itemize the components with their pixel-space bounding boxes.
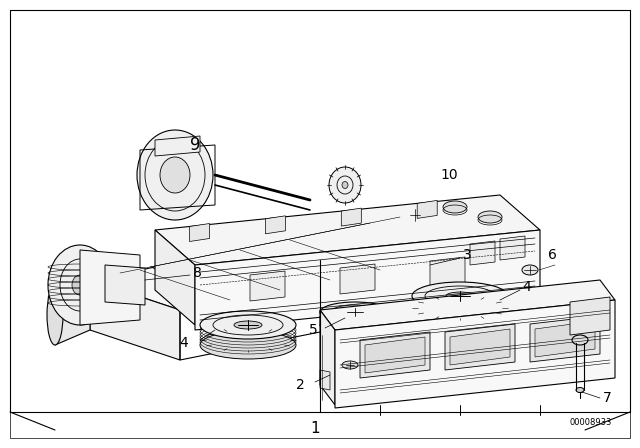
Ellipse shape [412,282,508,310]
Ellipse shape [522,265,538,275]
Polygon shape [360,332,430,378]
Ellipse shape [409,208,421,222]
Ellipse shape [345,309,365,315]
Text: 4: 4 [179,336,188,350]
Polygon shape [365,337,425,373]
Ellipse shape [342,361,358,369]
Ellipse shape [320,315,390,335]
Polygon shape [80,250,140,325]
Polygon shape [189,224,209,241]
Polygon shape [320,370,330,390]
Ellipse shape [443,201,467,213]
Text: 2: 2 [296,378,305,392]
Ellipse shape [137,130,213,220]
Ellipse shape [320,302,390,322]
Ellipse shape [72,275,88,295]
Ellipse shape [342,181,348,189]
Polygon shape [90,230,430,310]
Ellipse shape [200,311,296,339]
Text: 7: 7 [603,391,612,405]
Polygon shape [253,240,294,255]
Polygon shape [341,208,362,226]
Polygon shape [500,236,525,260]
Ellipse shape [48,245,112,325]
Ellipse shape [234,321,262,329]
Polygon shape [430,257,465,287]
Ellipse shape [478,211,502,223]
Polygon shape [90,280,180,360]
Polygon shape [105,265,145,305]
Ellipse shape [200,331,296,359]
Polygon shape [470,241,495,265]
Ellipse shape [576,388,584,392]
Ellipse shape [329,167,361,203]
Ellipse shape [160,157,190,193]
Text: 4: 4 [522,280,531,294]
Ellipse shape [412,300,508,328]
Text: 00008933: 00008933 [570,418,612,426]
Polygon shape [320,310,335,405]
Polygon shape [340,230,430,310]
Text: 9: 9 [189,136,200,154]
Text: 8: 8 [193,266,202,280]
Polygon shape [417,200,437,219]
Polygon shape [195,230,540,330]
Polygon shape [250,271,285,301]
Text: 5: 5 [309,323,318,337]
Polygon shape [335,300,615,408]
Text: 1: 1 [310,421,320,435]
Text: 10: 10 [440,168,458,182]
Polygon shape [155,195,540,265]
Polygon shape [340,264,375,294]
Polygon shape [450,329,510,365]
Polygon shape [155,230,195,325]
Ellipse shape [572,335,588,345]
Polygon shape [535,321,595,357]
Polygon shape [55,270,90,345]
Polygon shape [320,280,615,330]
Polygon shape [380,233,420,275]
Polygon shape [430,250,450,315]
Polygon shape [155,136,200,156]
Text: 6: 6 [548,248,557,262]
Text: 3: 3 [463,248,472,262]
Polygon shape [202,250,244,266]
Polygon shape [530,316,600,362]
Ellipse shape [446,292,474,300]
Polygon shape [570,297,610,335]
Polygon shape [152,259,195,276]
Polygon shape [266,216,285,234]
Ellipse shape [47,285,63,345]
Polygon shape [445,324,515,370]
